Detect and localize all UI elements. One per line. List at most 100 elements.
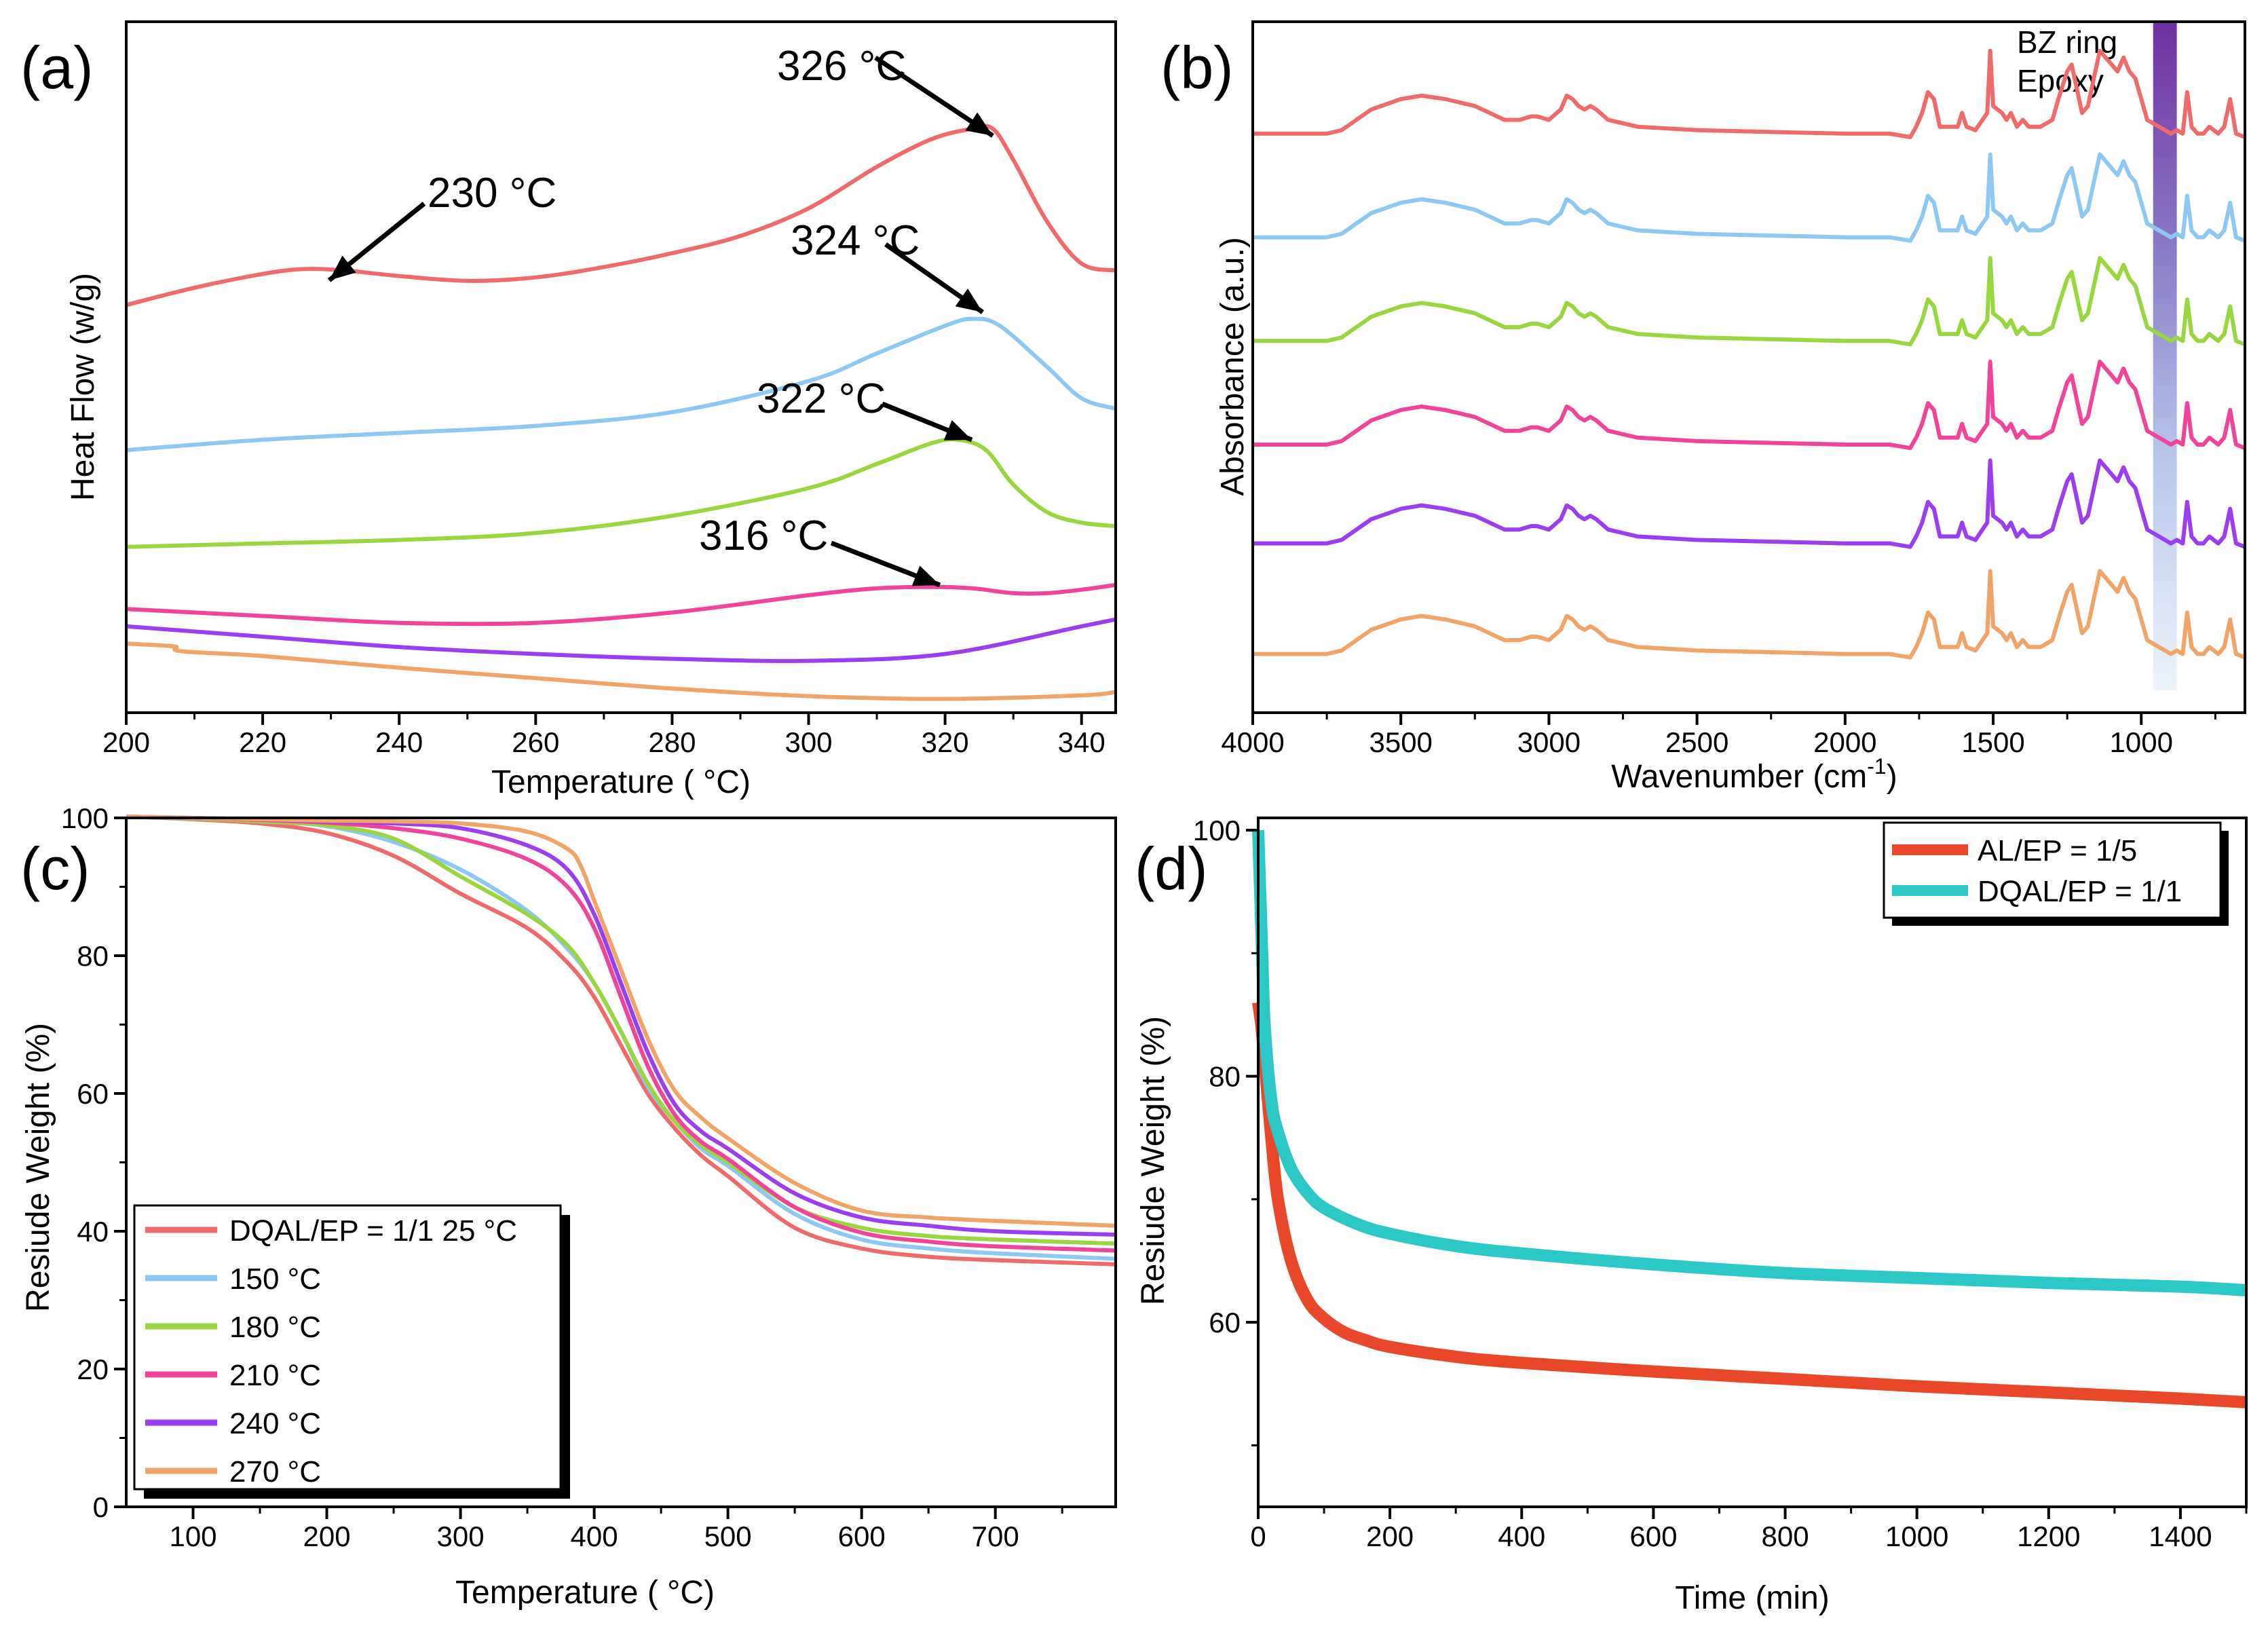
panel-b-x-tick-label: 1000 xyxy=(2110,726,2173,758)
panel-b-spectrum-line-4 xyxy=(1253,359,2246,451)
panel-a-series-line-5 xyxy=(126,617,1116,663)
panel-c-legend-label-5: 240 °C xyxy=(229,1407,321,1440)
panel-b-x-axis-title: Wavenumber (cm-1) xyxy=(1611,754,1897,795)
panel-b-spectrum-line-1 xyxy=(1253,48,2246,139)
panel-c-legend-label-6: 270 °C xyxy=(229,1455,321,1488)
panel-c-series-line-5 xyxy=(126,814,1116,1237)
panel-d-y-tick-label: 80 xyxy=(1209,1061,1241,1093)
panel-a-x-axis-title: Temperature ( °C) xyxy=(491,764,751,800)
panel-d-frame xyxy=(1257,817,2248,1508)
panel-a-x-tick-label: 220 xyxy=(239,726,286,758)
panel-c-x-tick-label: 600 xyxy=(838,1520,886,1552)
panel-d-legend-box xyxy=(1883,821,2222,919)
panel-d: (d) 0 200 400 600 800 1000 1200 1400 60 80 100 AL… xyxy=(1135,814,2248,1616)
panel-a-peak-annotation-3: 322 °C xyxy=(757,375,886,422)
panel-c-y-tick-label: 40 xyxy=(77,1216,109,1248)
panel-d-series-line-1 xyxy=(1252,1001,2247,1408)
panel-b-x-tick-label: 3000 xyxy=(1517,726,1581,758)
panel-b-spectrum-line-2 xyxy=(1253,152,2246,243)
panel-b: (b) BZ ring Epoxy 4000 3500 3000 2500 2000 15… xyxy=(1160,20,2246,795)
panel-a-annotation-arrowhead-4 xyxy=(911,565,940,586)
panel-d-x-tick-label: 200 xyxy=(1366,1520,1414,1552)
panel-a-peak-annotation-5: 230 °C xyxy=(428,170,556,217)
panel-c-label: (c) xyxy=(20,835,90,902)
panel-b-y-axis-title: Absorbance (a.u.) xyxy=(1215,237,1251,496)
panel-c-x-tick-label: 700 xyxy=(972,1520,1019,1552)
panel-c: (c) 100 200 300 400 500 600 700 0 20 40 60 80 100 D… xyxy=(20,802,1117,1611)
panel-a-series-line-1 xyxy=(126,124,1116,307)
panel-a-annotation-arrowhead-1 xyxy=(965,112,993,136)
panel-c-y-tick-label: 0 xyxy=(93,1491,109,1523)
panel-c-series-line-3 xyxy=(126,814,1116,1246)
panel-d-legend-label-2: DQAL/EP = 1/1 xyxy=(1978,875,2182,908)
panel-d-y-tick-label: 100 xyxy=(1193,814,1241,846)
panel-a-x-ticks: 200 220 240 260 280 300 320 340 xyxy=(102,713,1105,758)
panel-a-series-line-6 xyxy=(126,641,1116,701)
panel-a-x-tick-label: 260 xyxy=(512,726,559,758)
panel-c-series-line-2 xyxy=(126,814,1116,1261)
panel-b-x-ticks: 4000 3500 3000 2500 2000 1500 1000 xyxy=(1221,713,2216,758)
panel-c-series xyxy=(126,814,1116,1267)
panel-b-spectrum-line-5 xyxy=(1253,458,2246,549)
panel-b-x-tick-label: 4000 xyxy=(1221,726,1284,758)
panel-a-x-tick-label: 300 xyxy=(785,726,832,758)
panel-a-peak-annotation-4: 316 °C xyxy=(699,512,828,559)
panel-c-x-tick-label: 400 xyxy=(571,1520,618,1552)
panel-b-bz-ring-epoxy-band xyxy=(2153,22,2177,690)
panel-c-legend-label-2: 150 °C xyxy=(229,1262,321,1296)
panel-c-x-tick-label: 100 xyxy=(169,1520,216,1552)
panel-b-spectrum-line-3 xyxy=(1253,256,2246,347)
panel-d-x-tick-label: 600 xyxy=(1629,1520,1677,1552)
panel-c-x-tick-label: 300 xyxy=(437,1520,485,1552)
panel-d-legend-items: AL/EP = 1/5 DQAL/EP = 1/1 xyxy=(1892,834,2182,908)
panel-c-legend-box xyxy=(133,1204,562,1491)
panel-a-series-line-3 xyxy=(126,437,1116,549)
panel-a-peak-annotation-2: 324 °C xyxy=(791,217,920,264)
panel-c-x-tick-label: 500 xyxy=(704,1520,752,1552)
panel-a-y-axis-title: Heat Flow (w/g) xyxy=(65,273,101,501)
panel-c-y-tick-label: 80 xyxy=(77,940,109,972)
panel-d-x-tick-label: 1400 xyxy=(2149,1520,2212,1552)
panel-a-series xyxy=(126,124,1116,701)
panel-c-x-ticks: 100 200 300 400 500 600 700 xyxy=(169,1507,1063,1552)
panel-d-series xyxy=(1252,829,2247,1408)
panel-c-series-line-6 xyxy=(126,814,1116,1228)
panel-c-y-tick-label: 20 xyxy=(77,1353,109,1385)
panel-c-y-tick-label: 60 xyxy=(77,1078,109,1110)
panel-a-x-tick-label: 240 xyxy=(375,726,423,758)
panel-c-y-tick-label: 100 xyxy=(61,802,109,834)
panel-c-y-axis-title: Resiude Weight (%) xyxy=(20,1023,56,1312)
panel-a-series-line-2 xyxy=(126,316,1116,453)
panel-d-y-tick-label: 60 xyxy=(1209,1307,1241,1338)
panel-b-series xyxy=(1253,48,2246,660)
panel-a-frame xyxy=(125,20,1117,714)
panel-b-frame xyxy=(1251,20,2246,714)
panel-b-x-tick-label: 2000 xyxy=(1813,726,1876,758)
panel-b-label: (b) xyxy=(1160,34,1234,101)
panel-a-x-tick-label: 320 xyxy=(922,726,969,758)
panel-d-x-tick-label: 400 xyxy=(1498,1520,1545,1552)
panel-c-legend-label-4: 210 °C xyxy=(229,1359,321,1392)
panel-a-label: (a) xyxy=(20,34,94,101)
panel-d-x-axis-title: Time (min) xyxy=(1675,1580,1830,1616)
panel-a-annotation-arrowhead-2 xyxy=(955,288,983,312)
panel-c-x-tick-label: 200 xyxy=(303,1520,351,1552)
panel-a-annotation-arrowhead-5 xyxy=(329,255,356,280)
panel-a-annotation-arrowhead-3 xyxy=(943,419,972,441)
panel-c-series-line-1 xyxy=(126,814,1116,1267)
panel-d-x-tick-label: 800 xyxy=(1761,1520,1809,1552)
panel-d-y-axis-title: Resiude Weight (%) xyxy=(1135,1016,1171,1305)
panel-c-legend-items: DQAL/EP = 1/1 25 °C 150 °C 180 °C 210 °C 240… xyxy=(145,1214,517,1488)
panel-d-y-ticks: 60 80 100 xyxy=(1193,814,1258,1446)
panel-d-legend: AL/EP = 1/5 DQAL/EP = 1/1 xyxy=(1883,821,2229,926)
panel-a-series-line-4 xyxy=(126,582,1116,626)
panel-d-legend-label-1: AL/EP = 1/5 xyxy=(1978,834,2137,867)
panel-c-legend-label-3: 180 °C xyxy=(229,1311,321,1344)
panel-d-x-tick-label: 1200 xyxy=(2017,1520,2080,1552)
panel-d-x-tick-label: 0 xyxy=(1250,1520,1266,1552)
panel-c-y-ticks: 0 20 40 60 80 100 xyxy=(61,802,126,1523)
panel-d-label: (d) xyxy=(1135,835,1208,902)
